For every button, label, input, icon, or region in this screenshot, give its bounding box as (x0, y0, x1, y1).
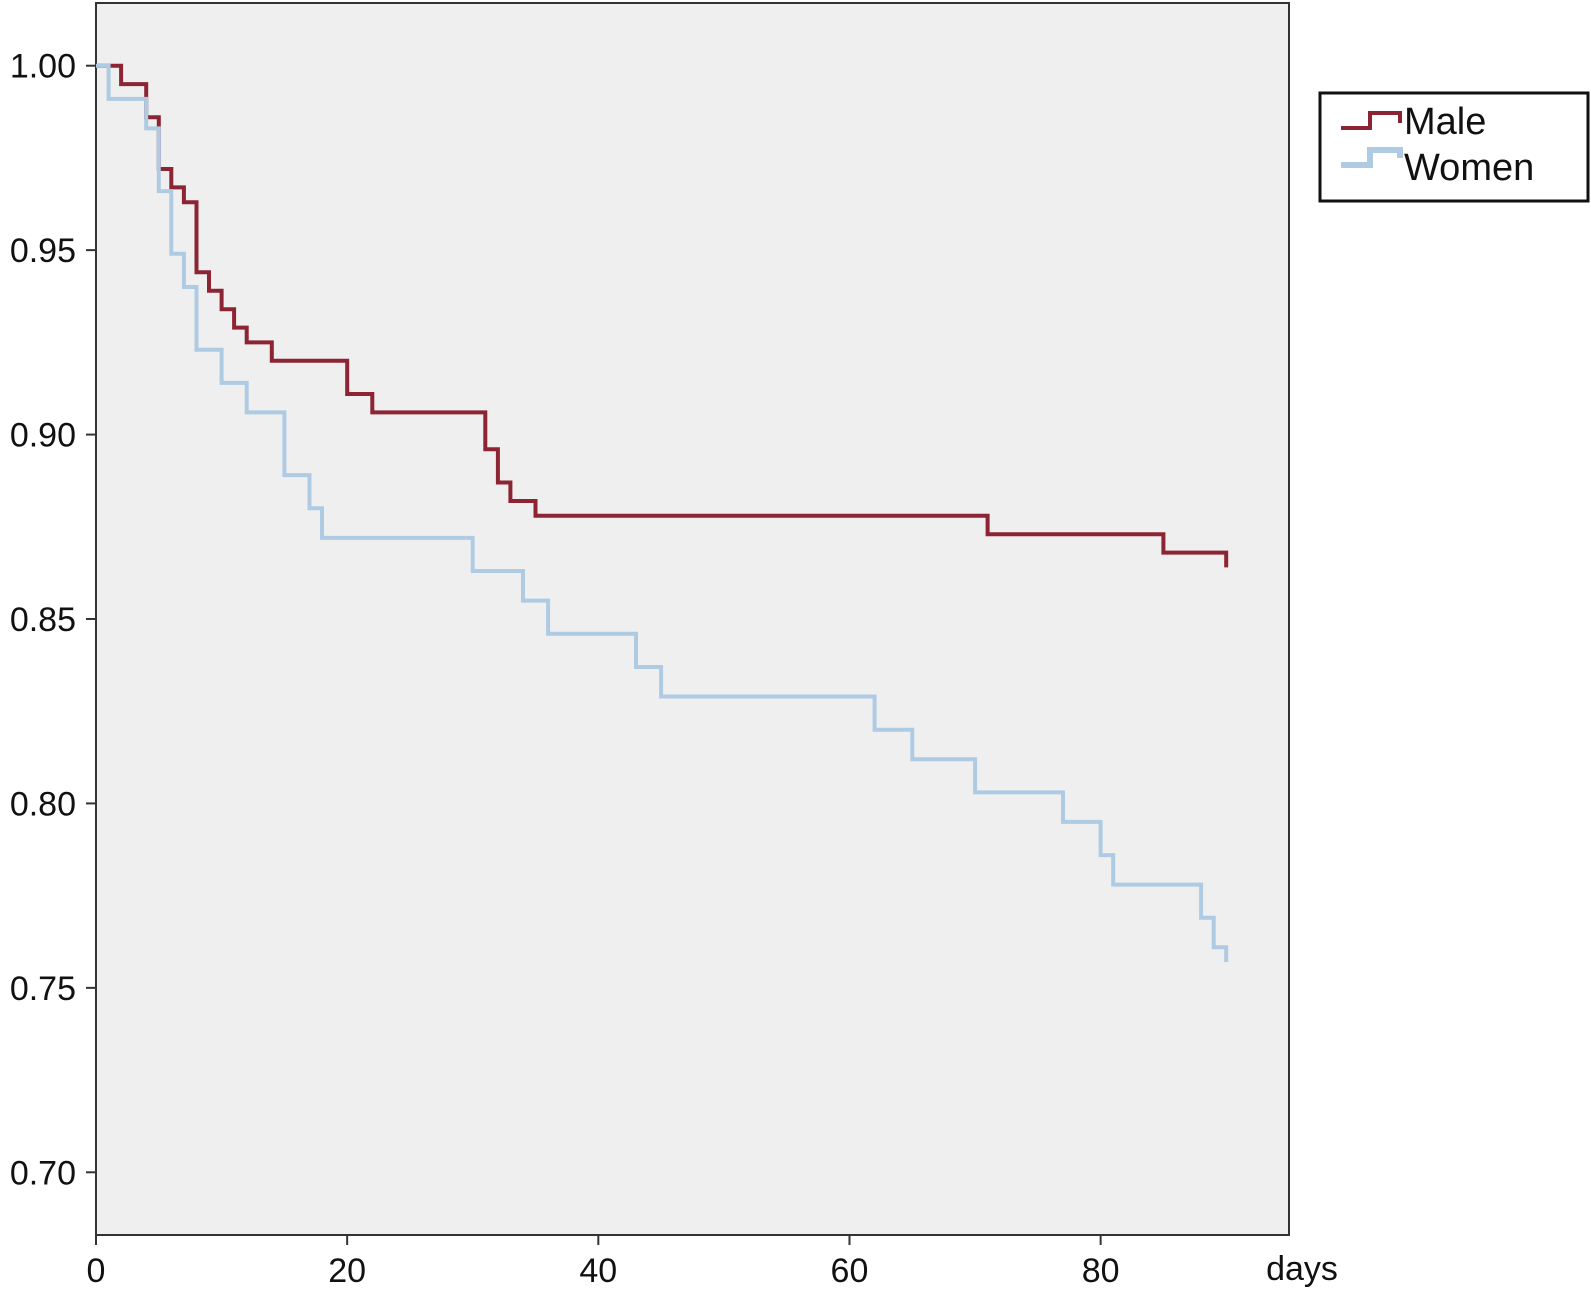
legend-box (1318, 91, 1590, 203)
legend-label-women: Women (1404, 147, 1534, 189)
series-line-women (96, 63, 1229, 962)
y-tick-label: 0.95 (10, 232, 76, 270)
x-tick-label: 80 (1082, 1252, 1120, 1290)
y-tick-label: 0.75 (10, 970, 76, 1008)
x-tick-label: 60 (831, 1252, 869, 1290)
axes: 1.00 0.95 0.90 0.85 0.80 0.75 0.70 0 20 40 60 80 day… (10, 48, 1338, 1290)
legend: Male Women (1318, 91, 1590, 203)
y-tick-label: 0.80 (10, 785, 76, 823)
x-tick-label: 0 (87, 1252, 106, 1290)
series-lines (96, 63, 1229, 962)
legend-swatch-women (1341, 147, 1403, 168)
legend-label-male: Male (1404, 101, 1486, 143)
legend-swatch-male (1341, 111, 1402, 130)
y-tick-label: 0.85 (10, 601, 76, 639)
x-axis-label: days (1266, 1250, 1338, 1288)
plot-area (95, 2, 1290, 1236)
y-tick-label: 0.90 (10, 417, 76, 455)
y-tick-label: 0.70 (10, 1154, 76, 1192)
x-tick-label: 40 (579, 1252, 617, 1290)
y-tick-label: 1.00 (10, 48, 76, 86)
x-tick-label: 20 (328, 1252, 366, 1290)
